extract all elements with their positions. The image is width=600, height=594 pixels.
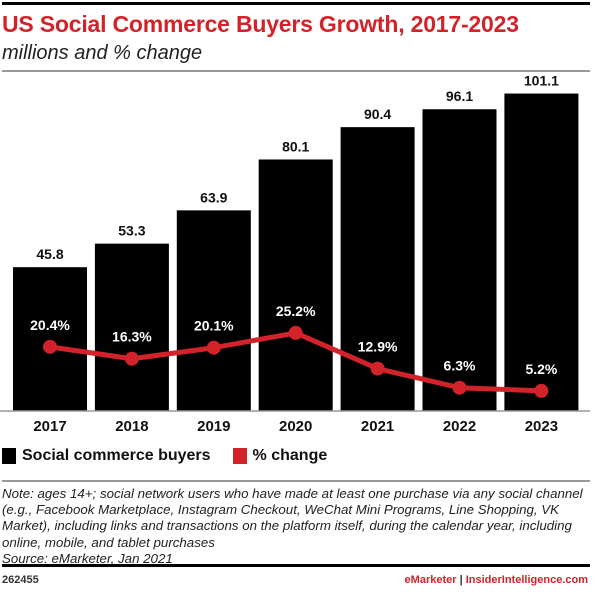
x-tick-2017: 2017 — [33, 418, 66, 435]
bar-label-2021: 90.4 — [364, 106, 391, 122]
legend-swatch-change — [232, 448, 247, 464]
point-2020 — [288, 325, 303, 340]
bar-2023 — [504, 93, 579, 412]
x-tick-2021: 2021 — [361, 418, 394, 435]
bar-label-2023: 101.1 — [524, 73, 559, 89]
bar-2018 — [94, 243, 169, 411]
point-label-2018: 16.3% — [112, 329, 152, 345]
top-rule — [2, 2, 590, 5]
brand-emarketer: eMarketer — [404, 574, 457, 586]
point-2019 — [206, 340, 221, 355]
x-tick-2020: 2020 — [279, 418, 312, 435]
point-label-2017: 20.4% — [30, 317, 70, 333]
bar-2020 — [258, 159, 333, 411]
chart-id: 262455 — [2, 574, 39, 586]
footer-rule — [2, 564, 590, 567]
bar-label-2022: 96.1 — [446, 88, 473, 104]
footer-brand: eMarketer | InsiderIntelligence.com — [405, 574, 588, 586]
x-tick-2022: 2022 — [443, 418, 476, 435]
header-divider — [2, 70, 590, 72]
bar-2017 — [13, 267, 87, 411]
bar-label-2019: 63.9 — [200, 189, 227, 205]
legend: Social commerce buyers % change — [2, 447, 327, 465]
legend-label-change: % change — [252, 447, 328, 464]
point-2023 — [534, 383, 549, 398]
x-tick-2018: 2018 — [115, 418, 148, 435]
x-tick-2023: 2023 — [525, 418, 558, 435]
x-tick-2019: 2019 — [197, 418, 230, 435]
brand-separator: | — [456, 574, 466, 586]
point-label-2023: 5.2% — [525, 361, 557, 377]
point-label-2022: 6.3% — [444, 358, 476, 374]
notes-divider — [2, 480, 590, 482]
bar-label-2017: 45.8 — [36, 246, 63, 262]
legend-label-buyers: Social commerce buyers — [22, 447, 211, 464]
point-label-2020: 25.2% — [276, 303, 316, 319]
point-label-2019: 20.1% — [194, 318, 234, 334]
bar-label-2018: 53.3 — [118, 223, 145, 239]
bar-label-2020: 80.1 — [282, 138, 309, 154]
bar-2019 — [176, 210, 251, 411]
chart-title: US Social Commerce Buyers Growth, 2017-2… — [2, 11, 519, 37]
chart-plot: 45.8 2017 53.3 2018 63.9 2019 80.1 2020 90.4 2021… — [0, 73, 590, 435]
chart-subtitle: millions and % change — [2, 42, 203, 64]
point-label-2021: 12.9% — [358, 339, 398, 355]
point-2021 — [370, 361, 385, 376]
point-2018 — [124, 351, 139, 366]
brand-insider: InsiderIntelligence.com — [465, 574, 588, 586]
legend-swatch-buyers — [2, 448, 16, 464]
notes: Note: ages 14+; social network users who… — [2, 486, 592, 567]
bar-2022 — [422, 109, 497, 411]
point-2017 — [43, 339, 57, 354]
source-text: Source: eMarketer, Jan 2021 — [2, 550, 173, 566]
point-2022 — [452, 380, 467, 395]
note-text: Note: ages 14+; social network users who… — [2, 486, 583, 550]
